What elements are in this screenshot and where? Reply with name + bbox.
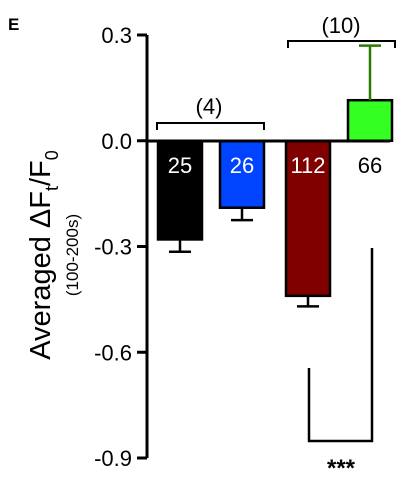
y-axis-range-label: (100-200s) [63,214,82,296]
y-axis-ticks: 0.3 0.0 -0.3 -0.6 -0.9 [94,23,147,471]
y-axis-title-sub-0: 0 [42,150,62,160]
bar-n-label: 66 [358,153,382,178]
bar [156,139,204,241]
bar-n-label: 25 [168,153,192,178]
bar-n-label: 26 [230,153,254,178]
y-axis-title-main: Averaged ΔF [25,191,57,360]
y-axis-title-sub-t: t [42,186,62,191]
group-bracket-1 [156,122,265,130]
y-tick-label: 0.0 [101,129,132,154]
bars: 25 26 112 66 [156,44,394,308]
bar-n-label: 112 [290,153,325,178]
group-label-1: (4) [196,94,223,119]
panel-label: E [8,15,19,34]
y-tick-label: -0.3 [94,235,132,260]
group-label-2: (10) [321,13,360,38]
bar [218,139,266,209]
y-tick-label: -0.6 [94,340,132,365]
bar [346,98,394,142]
y-axis-title: Averaged ΔFt/F0 [25,150,62,360]
significance-label: *** [327,455,356,482]
y-tick-label: 0.3 [101,23,132,48]
svg-text:Averaged ΔFt/F0: Averaged ΔFt/F0 [25,150,62,360]
group-bracket-2 [287,40,396,48]
y-axis-title-slash: /F [25,160,57,186]
significance-bracket [307,248,374,443]
y-tick-label: -0.9 [94,446,132,471]
